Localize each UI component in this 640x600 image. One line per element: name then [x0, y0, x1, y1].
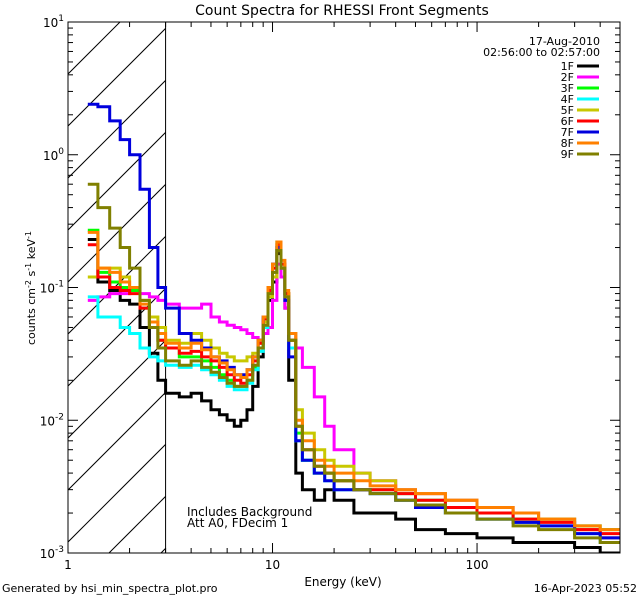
series-line-1F	[87, 238, 620, 553]
time-range-label: 02:56:00 to 02:57:00	[483, 46, 600, 59]
y-tick-label: 10-1	[40, 280, 64, 296]
y-tick-label: 10-2	[40, 412, 64, 428]
annotation-attenuator: Att A0, FDecim 1	[187, 516, 288, 530]
x-axis-title: Energy (keV)	[304, 575, 381, 589]
hatch-line	[68, 79, 166, 179]
generated-by-label: Generated by hsi_min_spectra_plot.pro	[2, 582, 218, 595]
legend-label: 4F	[561, 93, 574, 106]
hatch-line	[68, 27, 166, 127]
hatch-line	[68, 391, 166, 491]
legend-label: 3F	[561, 82, 574, 95]
y-tick-label: 10-3	[40, 545, 64, 561]
series-line-2F	[87, 262, 620, 540]
series-line-4F	[87, 246, 620, 544]
y-tick-label: 100	[43, 147, 64, 163]
legend-label: 2F	[561, 71, 574, 84]
legend-label: 6F	[561, 115, 574, 128]
annotation-background: Includes Background	[187, 505, 312, 519]
date-label: 17-Aug-2010	[529, 35, 600, 48]
axes: 1 10 100 10-3 10-2 10-1 100 101	[40, 14, 620, 572]
x-tick-label: 100	[466, 558, 489, 572]
legend-label: 1F	[561, 60, 574, 73]
legend-label: 8F	[561, 137, 574, 150]
y-tick-label: 101	[43, 14, 64, 30]
x-tick-label: 1	[64, 558, 72, 572]
legend-label: 7F	[561, 126, 574, 139]
legend-label: 9F	[561, 148, 574, 161]
y-axis-title: counts cm-2 s-1 keV-1	[24, 231, 38, 345]
timestamp-label: 16-Apr-2023 05:52	[533, 582, 637, 595]
chart-title: Count Spectra for RHESSI Front Segments	[195, 3, 489, 19]
series-layer	[87, 102, 620, 553]
x-tick-label: 10	[265, 558, 280, 572]
series-line-9F	[87, 182, 620, 544]
hatch-line	[68, 443, 166, 543]
legend-label: 5F	[561, 104, 574, 117]
